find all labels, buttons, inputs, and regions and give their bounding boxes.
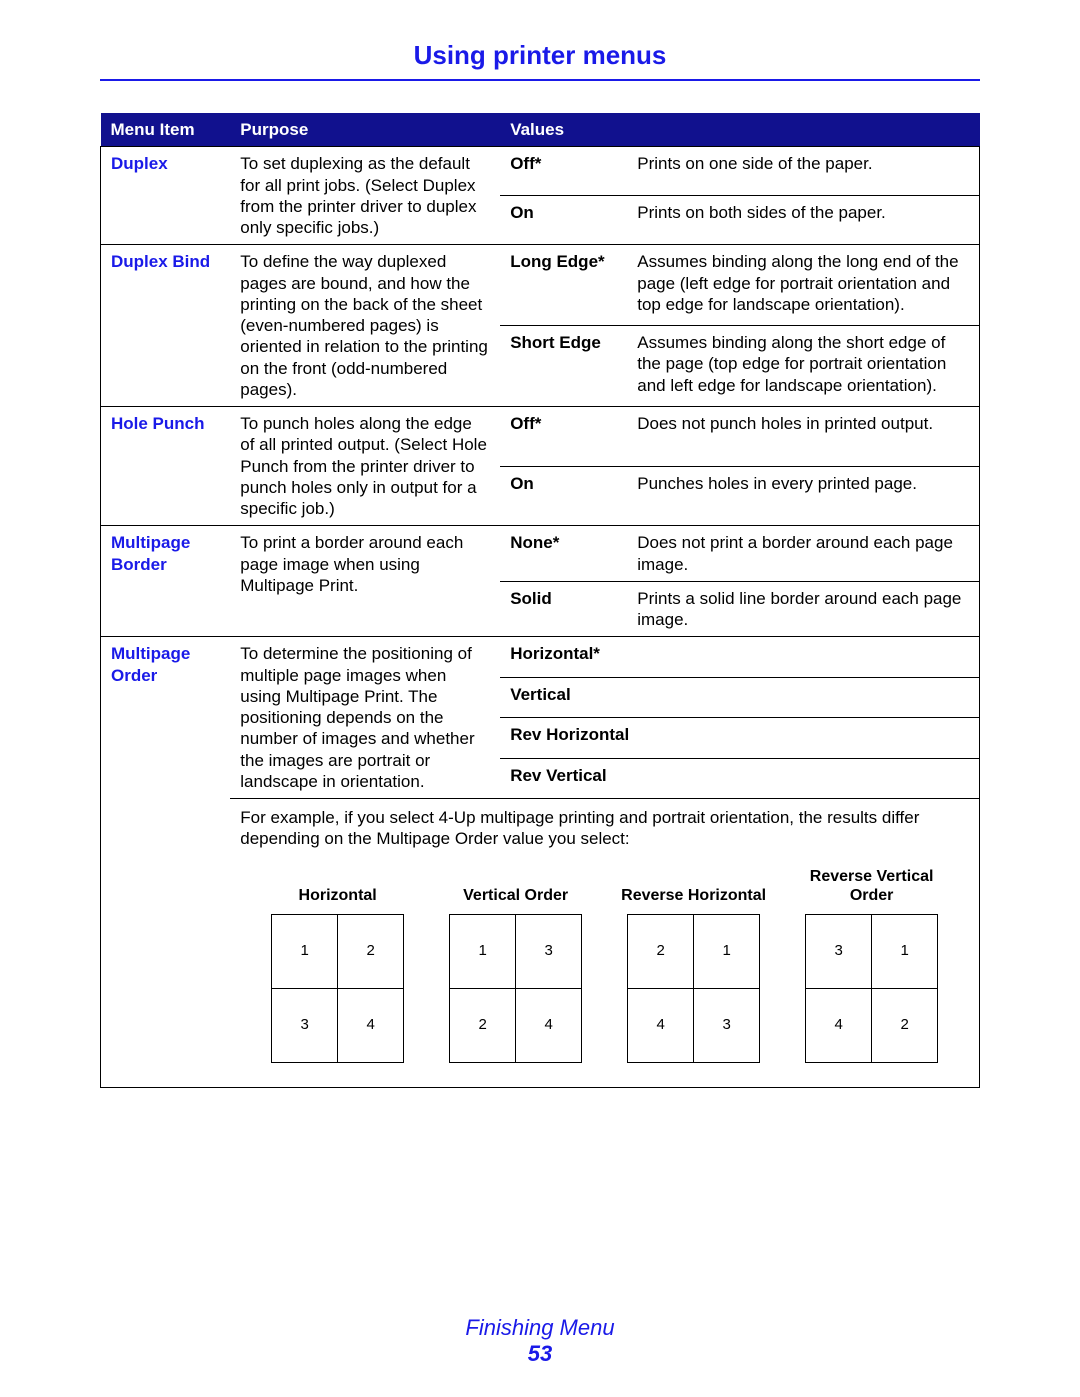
grid-rev-horizontal: Reverse Horizontal 21 43 (619, 864, 769, 1063)
grid-cell: 1 (694, 914, 760, 988)
menu-item-cell: Multipage Order (101, 637, 231, 1087)
menu-item-multipage-order: Multipage Order (111, 644, 190, 684)
value-name-cell: Horizontal* (500, 637, 979, 677)
value-desc-cell: Does not print a border around each page… (627, 526, 979, 582)
value-desc-cell: Assumes binding along the short edge of … (627, 326, 979, 407)
grid-cell: 2 (872, 988, 938, 1062)
col-header-purpose: Purpose (230, 113, 500, 147)
table-row-example: For example, if you select 4-Up multipag… (101, 799, 980, 1088)
value-name-cell: None* (500, 526, 627, 582)
title-rule (100, 79, 980, 81)
menu-item-cell: Multipage Border (101, 526, 231, 637)
grid-cell: 3 (694, 988, 760, 1062)
grid-label: Vertical Order (463, 864, 568, 906)
grid-cell: 1 (272, 914, 338, 988)
table-row: Multipage Border To print a border aroun… (101, 526, 980, 582)
table-header-row: Menu Item Purpose Values (101, 113, 980, 147)
page-title: Using printer menus (100, 40, 980, 71)
value-desc-cell: Prints on one side of the paper. (627, 147, 979, 196)
table-row: Hole Punch To punch holes along the edge… (101, 407, 980, 467)
grids-row: Horizontal 12 34 Vertical Order 13 24 (240, 864, 969, 1063)
table-row: Duplex Bind To define the way duplexed p… (101, 245, 980, 326)
example-text: For example, if you select 4-Up multipag… (240, 807, 969, 850)
grid-cell: 3 (516, 914, 582, 988)
value-name-cell: On (500, 466, 627, 526)
value-desc-cell: Does not punch holes in printed output. (627, 407, 979, 467)
value-name-cell: Long Edge* (500, 245, 627, 326)
mini-grid: 12 34 (271, 914, 404, 1063)
purpose-cell: To punch holes along the edge of all pri… (230, 407, 500, 526)
grid-rev-vertical: Reverse Vertical Order 31 42 (797, 864, 947, 1063)
value-name-cell: On (500, 196, 627, 245)
grid-cell: 3 (806, 914, 872, 988)
grid-cell: 1 (872, 914, 938, 988)
grid-cell: 3 (272, 988, 338, 1062)
footer-page-number: 53 (0, 1341, 1080, 1367)
table-row: Multipage Order To determine the positio… (101, 637, 980, 677)
menu-item-multipage-border: Multipage Border (111, 533, 190, 573)
page-footer: Finishing Menu 53 (0, 1315, 1080, 1367)
value-desc-cell: Punches holes in every printed page. (627, 466, 979, 526)
value-name-cell: Vertical (500, 677, 979, 717)
grid-cell: 1 (450, 914, 516, 988)
grid-label: Reverse Vertical Order (797, 864, 947, 906)
document-page: Using printer menus Menu Item Purpose Va… (0, 0, 1080, 1397)
value-name-cell: Rev Horizontal (500, 718, 979, 758)
grid-cell: 4 (806, 988, 872, 1062)
purpose-cell: To define the way duplexed pages are bou… (230, 245, 500, 407)
mini-grid: 13 24 (449, 914, 582, 1063)
grid-horizontal: Horizontal 12 34 (263, 864, 413, 1063)
mini-grid: 21 43 (627, 914, 760, 1063)
footer-title: Finishing Menu (0, 1315, 1080, 1341)
purpose-cell: To print a border around each page image… (230, 526, 500, 637)
menu-item-cell: Duplex Bind (101, 245, 231, 407)
purpose-cell: To set duplexing as the default for all … (230, 147, 500, 245)
grid-cell: 2 (450, 988, 516, 1062)
menu-table: Menu Item Purpose Values Duplex To set d… (100, 113, 980, 1088)
menu-item-duplex: Duplex (111, 154, 168, 173)
purpose-cell: To determine the positioning of multiple… (230, 637, 500, 799)
menu-item-duplex-bind: Duplex Bind (111, 252, 210, 271)
menu-item-hole-punch: Hole Punch (111, 414, 205, 433)
value-name-cell: Solid (500, 581, 627, 637)
grid-cell: 4 (516, 988, 582, 1062)
grid-vertical: Vertical Order 13 24 (441, 864, 591, 1063)
grid-label: Horizontal (299, 864, 377, 906)
grid-cell: 4 (338, 988, 404, 1062)
value-desc-cell: Assumes binding along the long end of th… (627, 245, 979, 326)
grid-label: Reverse Horizontal (621, 864, 766, 906)
col-header-values: Values (500, 113, 979, 147)
value-desc-cell: Prints on both sides of the paper. (627, 196, 979, 245)
menu-item-cell: Duplex (101, 147, 231, 245)
value-name-cell: Off* (500, 407, 627, 467)
grid-cell: 2 (338, 914, 404, 988)
value-desc-cell: Prints a solid line border around each p… (627, 581, 979, 637)
example-block: For example, if you select 4-Up multipag… (230, 799, 979, 1087)
grid-cell: 4 (628, 988, 694, 1062)
value-name-cell: Rev Vertical (500, 758, 979, 798)
value-name-cell: Off* (500, 147, 627, 196)
value-name-cell: Short Edge (500, 326, 627, 407)
menu-item-cell: Hole Punch (101, 407, 231, 526)
col-header-menu-item: Menu Item (101, 113, 231, 147)
table-row: Duplex To set duplexing as the default f… (101, 147, 980, 196)
mini-grid: 31 42 (805, 914, 938, 1063)
grid-cell: 2 (628, 914, 694, 988)
